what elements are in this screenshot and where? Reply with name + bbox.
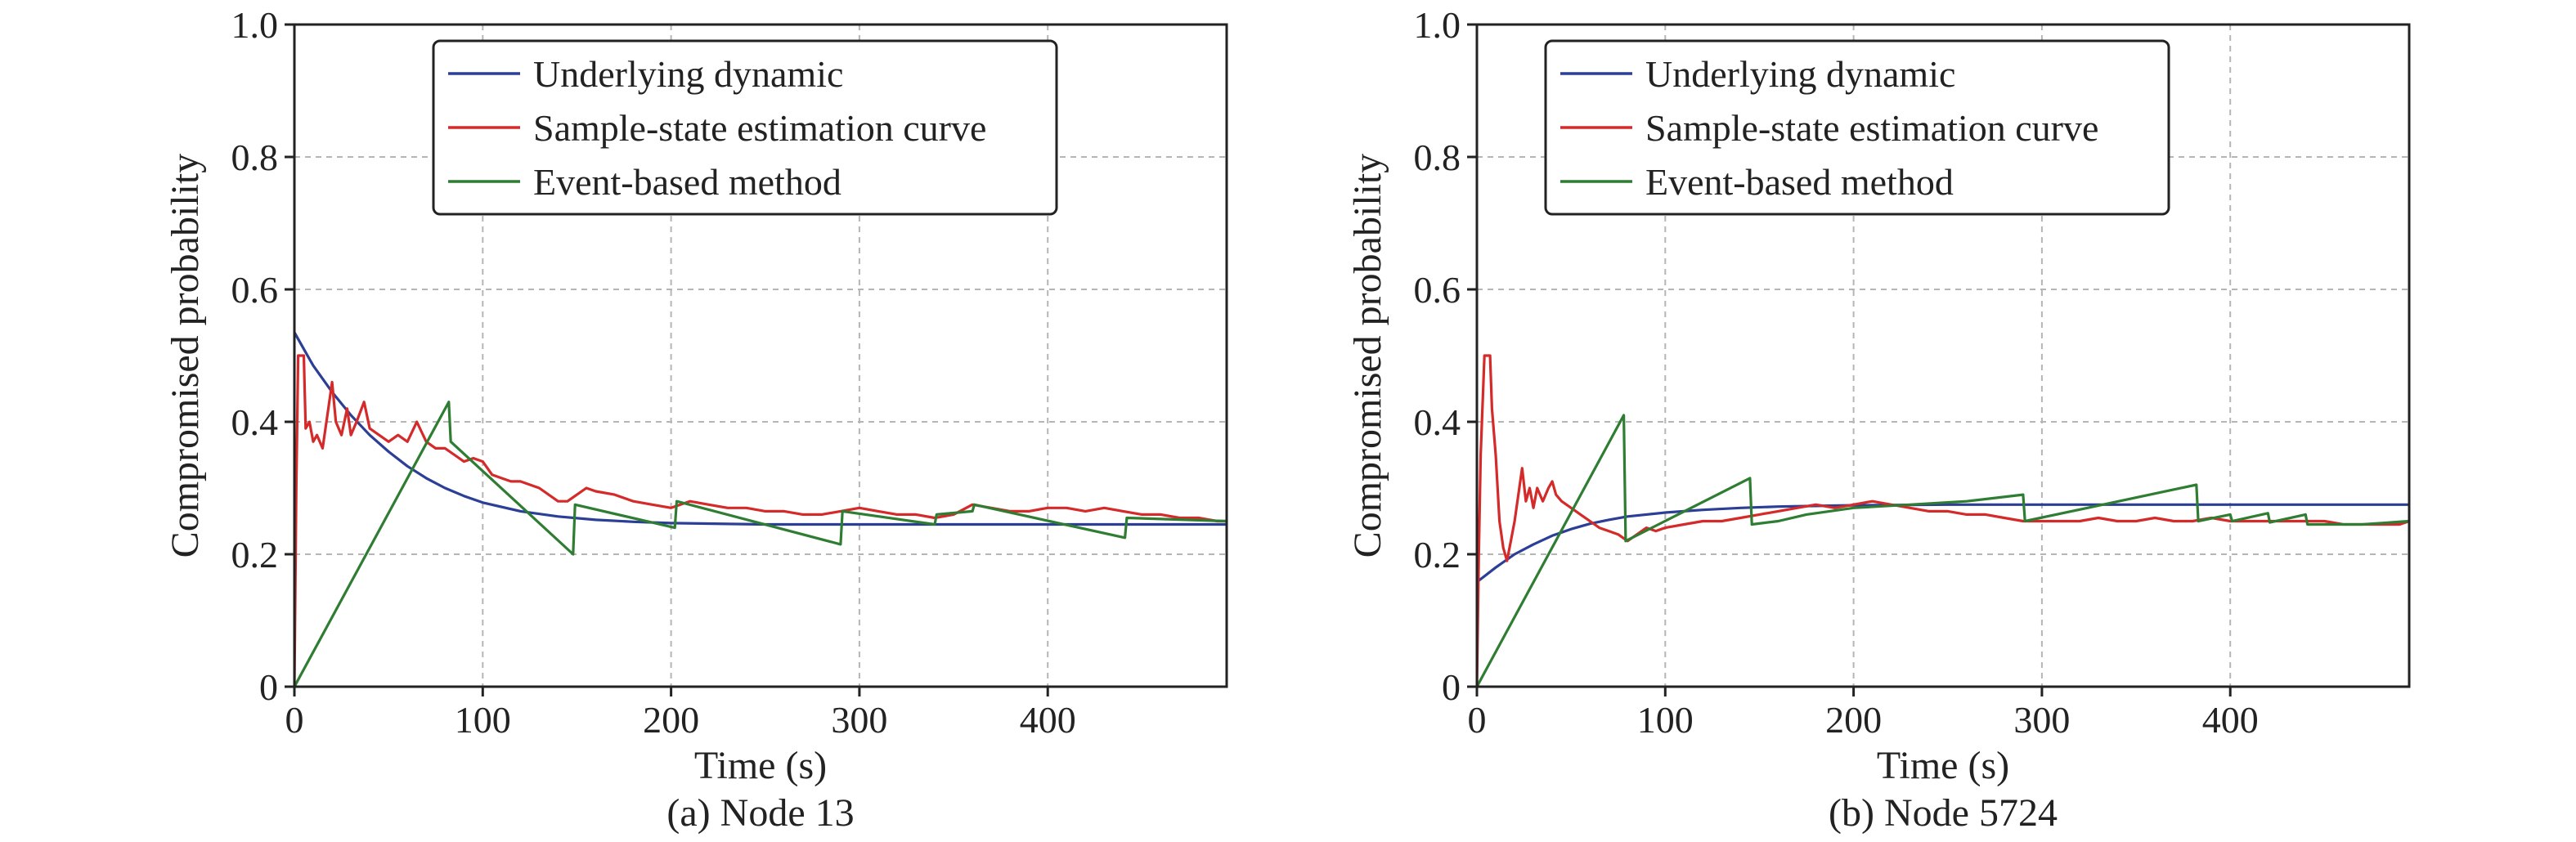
panel-caption: (a) Node 13 [666, 791, 854, 835]
legend-box [1544, 39, 2170, 216]
y-tick-label: 0.4 [1414, 401, 1461, 443]
axes-frame [293, 23, 1228, 688]
x-axis-label: Time (s) [1877, 744, 2009, 787]
x-tick-label: 0 [1468, 699, 1487, 741]
legend-box [432, 39, 1058, 216]
series-line-sample-state-estimation-curve [1477, 354, 2409, 687]
series-line-event-based-method [1477, 414, 2409, 687]
y-axis-label: Compromised probability [164, 154, 207, 558]
legend-label-event-based-method: Event-based method [533, 161, 841, 203]
y-tick-label: 0 [1442, 666, 1461, 708]
x-tick-label: 300 [831, 699, 887, 741]
chart-panel-node-5724: 0 100 200 300 400 0 0.2 0.4 0.6 0.8 1.0 Time (s) Com… [1346, 4, 2411, 835]
legend-label-underlying-dynamic: Underlying dynamic [1645, 53, 1955, 95]
y-tick-label: 0 [259, 666, 278, 708]
legend-label-sample-state-estimation-curve: Sample-state estimation curve [533, 107, 986, 149]
x-tick-label: 400 [1020, 699, 1076, 741]
panel-caption: (b) Node 5724 [1829, 791, 2058, 835]
x-tick-label: 100 [455, 699, 511, 741]
x-axis-label: Time (s) [694, 744, 827, 787]
y-axis-label: Compromised probability [1346, 154, 1389, 558]
legend: Underlying dynamic Sample-state estimatio… [1544, 39, 2170, 216]
series-group [294, 331, 1227, 687]
x-tick-label: 400 [2202, 699, 2259, 741]
x-tick-label: 100 [1637, 699, 1694, 741]
x-tick-label: 200 [643, 699, 699, 741]
axes-frame [1475, 23, 2411, 688]
legend-label-underlying-dynamic: Underlying dynamic [533, 53, 843, 95]
y-tick-label: 0.2 [1414, 534, 1461, 576]
series-line-underlying-dynamic [294, 331, 1227, 526]
x-tick-label: 200 [1825, 699, 1882, 741]
legend-label-sample-state-estimation-curve: Sample-state estimation curve [1645, 107, 2098, 149]
y-tick-label: 1.0 [1414, 4, 1461, 46]
y-tick-label: 0.6 [1414, 269, 1461, 311]
chart-panel-node-13: 0 100 200 300 400 0 0.2 0.4 0.6 0.8 1.0 Time (s) Com… [164, 4, 1228, 835]
y-tick-label: 0.8 [1414, 137, 1461, 178]
series-line-event-based-method [294, 401, 1227, 687]
series-group [1477, 354, 2409, 687]
x-tick-label: 0 [285, 699, 304, 741]
legend-label-event-based-method: Event-based method [1645, 161, 1954, 203]
x-tick-label: 300 [2013, 699, 2070, 741]
legend: Underlying dynamic Sample-state estimatio… [432, 39, 1058, 216]
y-tick-label: 0.2 [231, 534, 279, 576]
y-tick-label: 0.4 [231, 401, 279, 443]
y-tick-label: 1.0 [231, 4, 279, 46]
y-tick-label: 0.6 [231, 269, 279, 311]
y-tick-label: 0.8 [231, 137, 279, 178]
